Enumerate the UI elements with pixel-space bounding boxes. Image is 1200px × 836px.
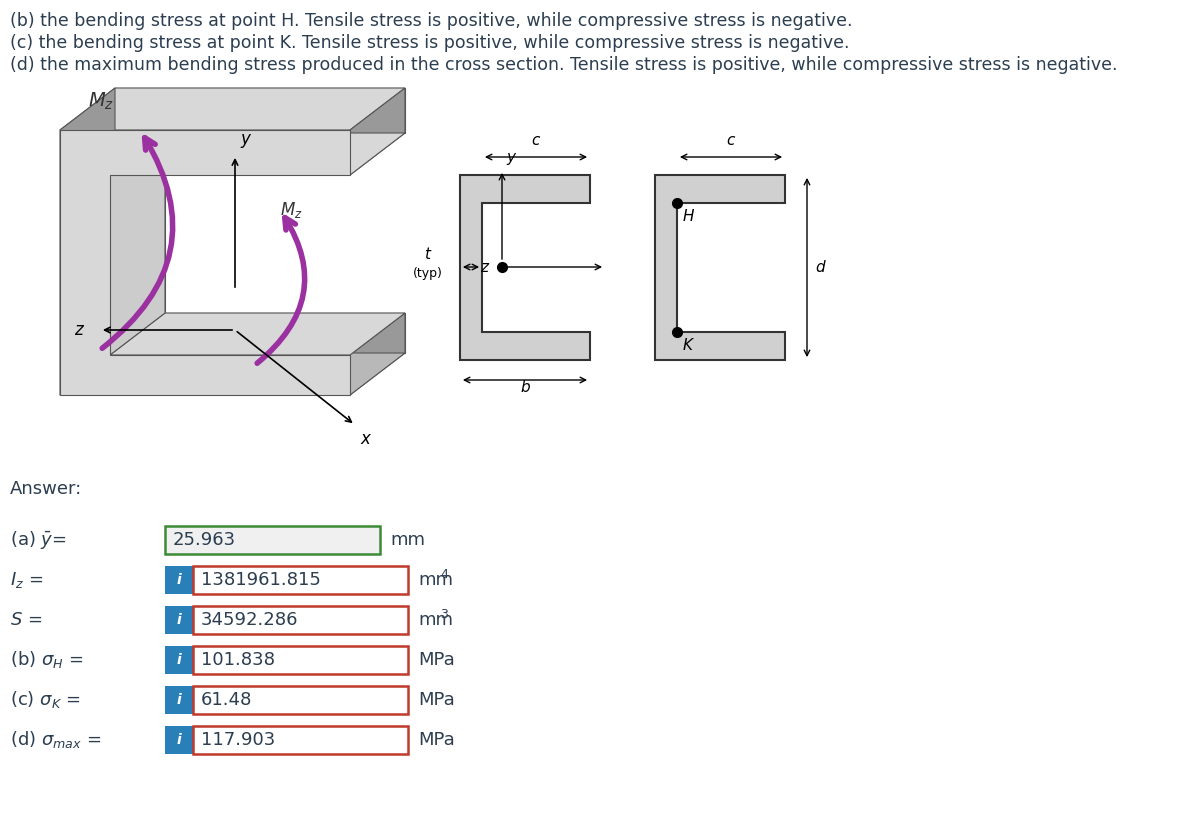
Text: (c) the bending stress at point K. Tensile stress is positive, while compressive: (c) the bending stress at point K. Tensi… bbox=[10, 34, 850, 52]
Text: $c$: $c$ bbox=[530, 133, 541, 148]
FancyBboxPatch shape bbox=[166, 526, 380, 554]
Text: $t$: $t$ bbox=[424, 246, 432, 262]
Text: 61.48: 61.48 bbox=[202, 691, 252, 709]
Text: 4: 4 bbox=[440, 568, 448, 580]
Text: (typ): (typ) bbox=[413, 267, 443, 280]
Polygon shape bbox=[60, 130, 350, 395]
Polygon shape bbox=[110, 313, 406, 355]
Polygon shape bbox=[350, 313, 406, 395]
Text: $M_z$: $M_z$ bbox=[88, 90, 114, 112]
Text: 34592.286: 34592.286 bbox=[202, 611, 299, 629]
Text: 101.838: 101.838 bbox=[202, 651, 275, 669]
Text: mm: mm bbox=[390, 531, 425, 549]
Polygon shape bbox=[110, 133, 406, 175]
FancyBboxPatch shape bbox=[193, 566, 408, 594]
FancyBboxPatch shape bbox=[166, 606, 193, 634]
Text: i: i bbox=[176, 573, 181, 587]
Text: $d$: $d$ bbox=[815, 259, 827, 275]
Text: $M_z$: $M_z$ bbox=[280, 200, 302, 220]
FancyBboxPatch shape bbox=[193, 646, 408, 674]
Text: mm: mm bbox=[418, 571, 454, 589]
Text: $y$: $y$ bbox=[240, 132, 252, 150]
Text: $y$: $y$ bbox=[506, 151, 517, 167]
Polygon shape bbox=[350, 88, 406, 175]
FancyBboxPatch shape bbox=[193, 726, 408, 754]
Text: MPa: MPa bbox=[418, 691, 455, 709]
Text: $K$: $K$ bbox=[682, 337, 695, 353]
Text: (c) $\sigma_K$ =: (c) $\sigma_K$ = bbox=[10, 690, 80, 711]
Text: (b) $\sigma_H$ =: (b) $\sigma_H$ = bbox=[10, 650, 84, 670]
FancyBboxPatch shape bbox=[193, 606, 408, 634]
Polygon shape bbox=[115, 88, 406, 353]
Text: $z$: $z$ bbox=[480, 259, 490, 274]
FancyArrowPatch shape bbox=[102, 138, 173, 349]
Polygon shape bbox=[110, 133, 166, 355]
Polygon shape bbox=[60, 353, 406, 395]
Polygon shape bbox=[60, 88, 406, 130]
Polygon shape bbox=[110, 133, 166, 355]
Text: Answer:: Answer: bbox=[10, 480, 83, 498]
Text: $S$ =: $S$ = bbox=[10, 611, 42, 629]
Text: $z$: $z$ bbox=[74, 321, 85, 339]
Text: i: i bbox=[176, 733, 181, 747]
FancyBboxPatch shape bbox=[166, 566, 193, 594]
Polygon shape bbox=[655, 175, 785, 360]
FancyArrowPatch shape bbox=[257, 217, 305, 364]
Text: i: i bbox=[176, 653, 181, 667]
FancyBboxPatch shape bbox=[166, 686, 193, 714]
Text: (d) the maximum bending stress produced in the cross section. Tensile stress is : (d) the maximum bending stress produced … bbox=[10, 56, 1117, 74]
Text: MPa: MPa bbox=[418, 651, 455, 669]
Text: $I_z$ =: $I_z$ = bbox=[10, 570, 43, 590]
Text: $x$: $x$ bbox=[360, 430, 372, 448]
Text: 25.963: 25.963 bbox=[173, 531, 236, 549]
Text: $b$: $b$ bbox=[520, 379, 530, 395]
FancyBboxPatch shape bbox=[193, 686, 408, 714]
Text: i: i bbox=[176, 693, 181, 707]
Text: MPa: MPa bbox=[418, 731, 455, 749]
Text: $c$: $c$ bbox=[726, 133, 736, 148]
Text: $H$: $H$ bbox=[682, 208, 695, 224]
Text: (b) the bending stress at point H. Tensile stress is positive, while compressive: (b) the bending stress at point H. Tensi… bbox=[10, 12, 852, 30]
Polygon shape bbox=[60, 88, 115, 395]
Text: 3: 3 bbox=[440, 608, 448, 620]
Text: 1381961.815: 1381961.815 bbox=[202, 571, 320, 589]
Text: mm: mm bbox=[418, 611, 454, 629]
Polygon shape bbox=[460, 175, 590, 360]
Text: (a) $\bar{y}$=: (a) $\bar{y}$= bbox=[10, 529, 66, 551]
Text: i: i bbox=[176, 613, 181, 627]
FancyBboxPatch shape bbox=[166, 726, 193, 754]
Text: 117.903: 117.903 bbox=[202, 731, 275, 749]
Text: (d) $\sigma_{max}$ =: (d) $\sigma_{max}$ = bbox=[10, 730, 101, 751]
FancyBboxPatch shape bbox=[166, 646, 193, 674]
